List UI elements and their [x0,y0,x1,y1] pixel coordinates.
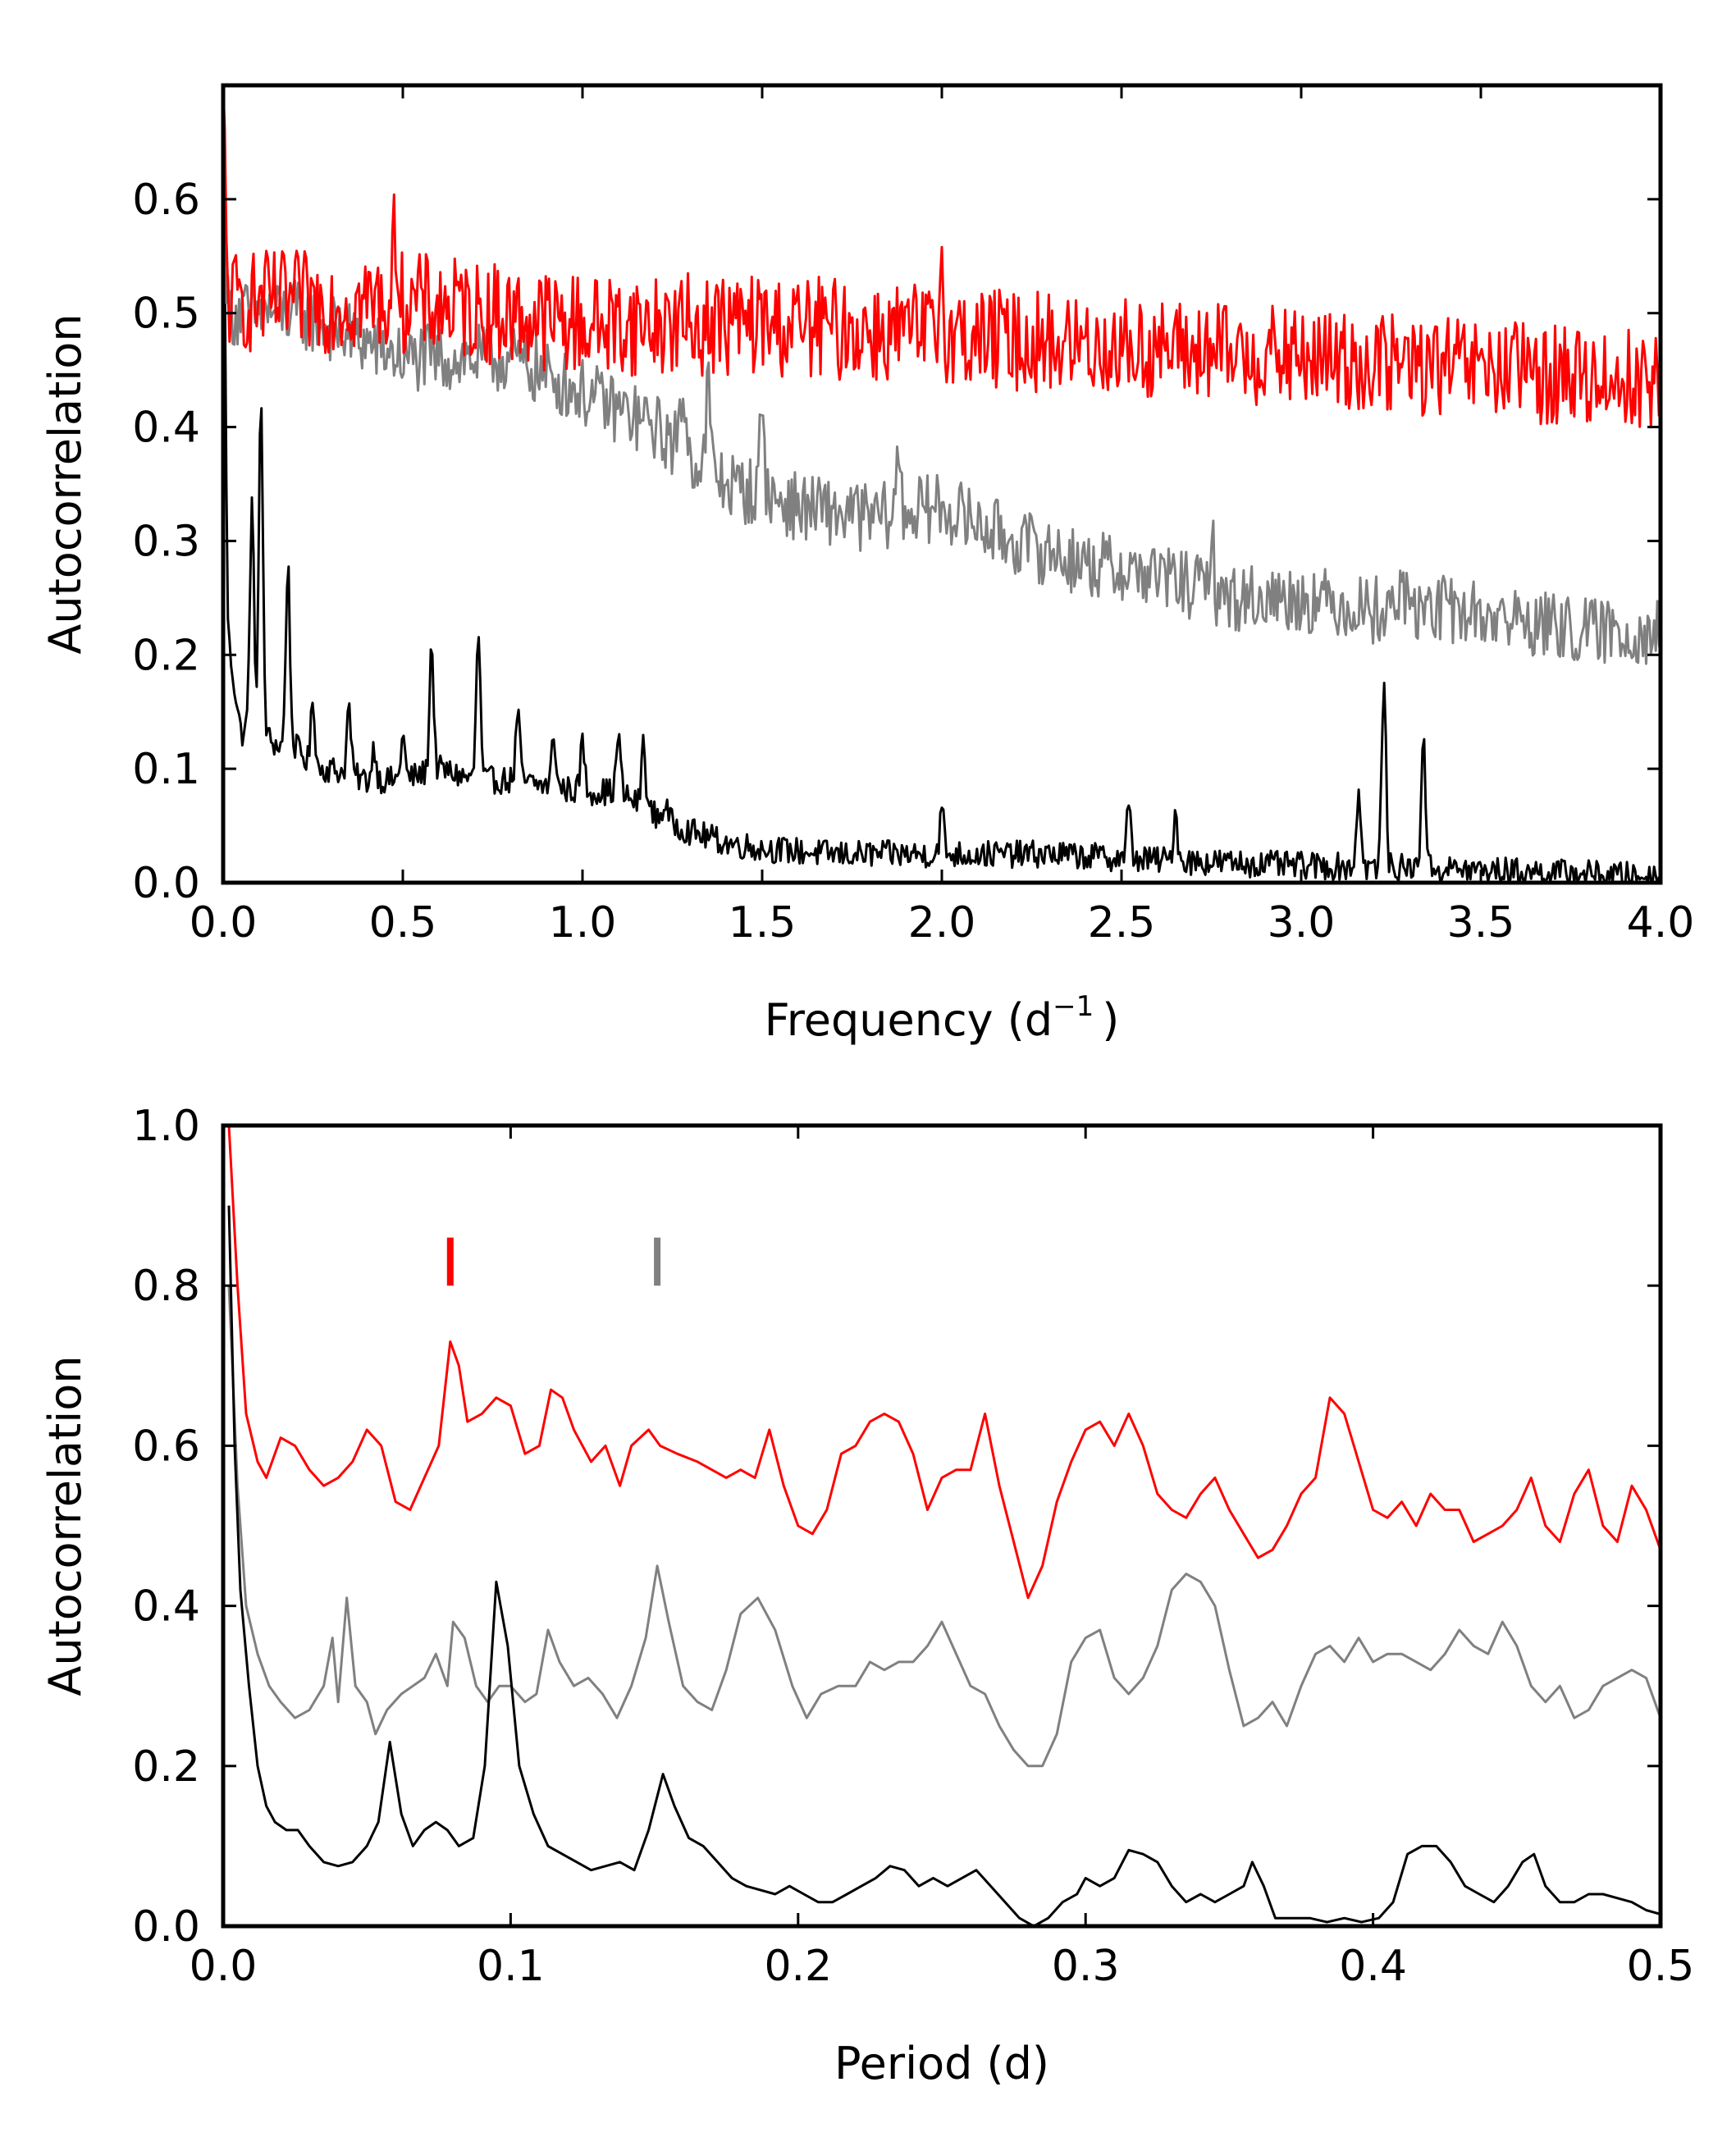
frequency-y-tick-label: 0.3 [132,517,200,566]
period-markers-group [446,1237,661,1286]
frequency-x-axis-title: Frequency (d−1) [765,990,1120,1046]
period-plot-frame [221,1123,1663,1929]
frequency-x-tick-label: 1.5 [729,898,797,947]
frequency-y-tick-label: 0.1 [132,745,200,794]
frequency-ticks-group: 0.0 0.5 1.0 1.5 2.0 2.5 3.0 3.5 4.0 0.0 0.1 0.2 0.3 0… [132,85,1694,947]
frequency-y-tick-label: 0.5 [132,290,200,339]
frequency-panel: 0.0 0.5 1.0 1.5 2.0 2.5 3.0 3.5 4.0 0.0 0.1 0.2 0.3 0… [39,83,1694,1046]
frequency-x-tick-label: 0.5 [369,898,437,947]
frequency-x-tick-label: 1.0 [549,898,617,947]
period-y-tick-label: 0.6 [132,1422,200,1471]
frequency-plot-frame [221,83,1663,885]
period-series-black [227,1205,1661,1926]
period-y-tick-label: 0.8 [132,1262,200,1311]
period-y-tick-label: 0.4 [132,1582,200,1632]
frequency-y-tick-label: 0.0 [132,859,200,908]
frequency-series-gray [223,181,1661,665]
period-series-red [227,1126,1661,1600]
period-series-gray [227,1285,1661,1768]
period-x-tick-label: 0.0 [190,1942,258,1991]
frequency-y-tick-label: 0.2 [132,631,200,680]
frequency-x-tick-label: 3.0 [1268,898,1336,947]
frequency-series-group [223,85,1661,883]
period-series-group [227,1126,1661,1926]
frequency-x-tick-label: 2.5 [1088,898,1156,947]
frequency-x-tick-label: 2.0 [908,898,976,947]
frequency-y-tick-label: 0.6 [132,176,200,225]
period-y-tick-label: 0.2 [132,1742,200,1792]
frequency-x-tick-label: 0.0 [190,898,258,947]
period-y-axis-title: Autocorrelation [39,1355,91,1696]
period-x-axis-title: Period (d) [834,2038,1049,2089]
period-x-tick-label: 0.4 [1339,1942,1407,1991]
frequency-y-tick-label: 0.4 [132,404,200,453]
period-y-tick-label: 1.0 [132,1102,200,1151]
period-panel: 0.0 0.1 0.2 0.3 0.4 0.5 0.0 0.2 0.4 0.6 0.8 1.0 Per… [39,1102,1694,2089]
period-x-tick-label: 0.3 [1052,1942,1120,1991]
period-ticks-group: 0.0 0.1 0.2 0.3 0.4 0.5 0.0 0.2 0.4 0.6 0.8 1.0 [132,1102,1694,1991]
frequency-series-black [223,102,1661,883]
frequency-x-tick-label: 4.0 [1627,898,1695,947]
period-x-tick-label: 0.1 [477,1942,545,1991]
frequency-y-axis-title: Autocorrelation [39,313,91,654]
frequency-x-tick-label: 3.5 [1447,898,1515,947]
period-y-tick-label: 0.0 [132,1902,200,1952]
period-x-tick-label: 0.5 [1627,1942,1695,1991]
period-x-tick-label: 0.2 [764,1942,832,1991]
frequency-series-red [223,85,1661,428]
